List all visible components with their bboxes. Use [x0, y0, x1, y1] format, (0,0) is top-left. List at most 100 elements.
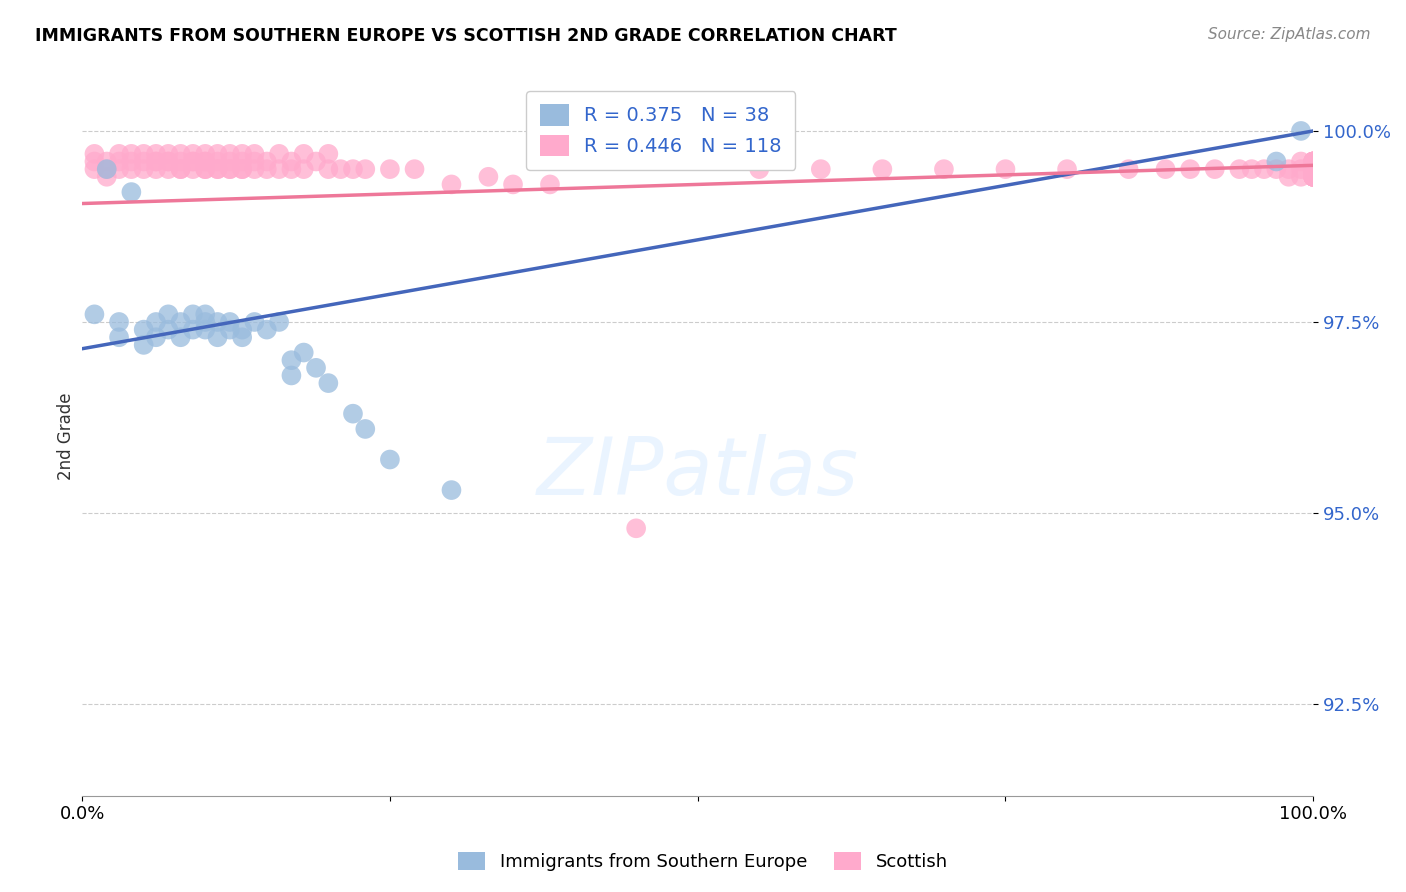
Point — [1302, 154, 1324, 169]
Point — [1302, 154, 1324, 169]
Point — [83, 146, 105, 161]
Point — [1302, 169, 1324, 184]
Point — [1289, 154, 1312, 169]
Point — [280, 162, 302, 177]
Point — [96, 169, 118, 184]
Point — [120, 162, 142, 177]
Point — [108, 146, 131, 161]
Point — [440, 483, 463, 497]
Point — [624, 521, 647, 535]
Point — [231, 162, 253, 177]
Point — [872, 162, 894, 177]
Point — [1278, 169, 1301, 184]
Point — [354, 162, 377, 177]
Point — [157, 146, 180, 161]
Point — [231, 323, 253, 337]
Point — [280, 353, 302, 368]
Point — [194, 315, 217, 329]
Point — [181, 323, 204, 337]
Point — [1240, 162, 1263, 177]
Point — [207, 315, 229, 329]
Point — [243, 146, 266, 161]
Point — [342, 407, 364, 421]
Point — [538, 178, 561, 192]
Point — [145, 154, 167, 169]
Point — [231, 146, 253, 161]
Point — [305, 154, 328, 169]
Point — [145, 154, 167, 169]
Point — [83, 162, 105, 177]
Point — [1289, 169, 1312, 184]
Point — [231, 330, 253, 344]
Point — [1302, 154, 1324, 169]
Point — [132, 338, 155, 352]
Point — [1289, 124, 1312, 138]
Point — [305, 360, 328, 375]
Point — [181, 154, 204, 169]
Point — [181, 162, 204, 177]
Point — [120, 154, 142, 169]
Point — [207, 154, 229, 169]
Point — [502, 178, 524, 192]
Point — [318, 146, 340, 161]
Point — [96, 154, 118, 169]
Point — [218, 162, 240, 177]
Point — [157, 307, 180, 321]
Point — [329, 162, 352, 177]
Point — [181, 307, 204, 321]
Point — [181, 154, 204, 169]
Point — [108, 330, 131, 344]
Point — [207, 162, 229, 177]
Point — [1302, 169, 1324, 184]
Point — [269, 146, 291, 161]
Point — [318, 376, 340, 390]
Point — [292, 345, 315, 359]
Point — [1278, 162, 1301, 177]
Point — [1302, 162, 1324, 177]
Point — [1154, 162, 1177, 177]
Point — [157, 162, 180, 177]
Point — [83, 307, 105, 321]
Point — [96, 162, 118, 177]
Point — [218, 323, 240, 337]
Point — [1265, 162, 1288, 177]
Point — [194, 162, 217, 177]
Point — [1302, 169, 1324, 184]
Point — [108, 162, 131, 177]
Point — [145, 162, 167, 177]
Point — [169, 162, 191, 177]
Point — [132, 162, 155, 177]
Point — [145, 146, 167, 161]
Point — [218, 162, 240, 177]
Point — [1302, 169, 1324, 184]
Point — [169, 146, 191, 161]
Point — [1118, 162, 1140, 177]
Point — [1302, 162, 1324, 177]
Point — [218, 146, 240, 161]
Point — [440, 178, 463, 192]
Text: ZIPatlas: ZIPatlas — [537, 434, 859, 511]
Point — [207, 162, 229, 177]
Point — [1302, 169, 1324, 184]
Point — [181, 146, 204, 161]
Point — [1289, 162, 1312, 177]
Point — [1302, 154, 1324, 169]
Point — [280, 154, 302, 169]
Point — [120, 146, 142, 161]
Point — [256, 323, 278, 337]
Point — [83, 154, 105, 169]
Point — [157, 323, 180, 337]
Point — [169, 330, 191, 344]
Point — [218, 315, 240, 329]
Point — [1302, 154, 1324, 169]
Point — [108, 154, 131, 169]
Point — [1302, 162, 1324, 177]
Point — [292, 146, 315, 161]
Point — [256, 162, 278, 177]
Point — [1253, 162, 1275, 177]
Point — [194, 323, 217, 337]
Point — [1302, 169, 1324, 184]
Point — [207, 146, 229, 161]
Point — [1302, 162, 1324, 177]
Point — [132, 154, 155, 169]
